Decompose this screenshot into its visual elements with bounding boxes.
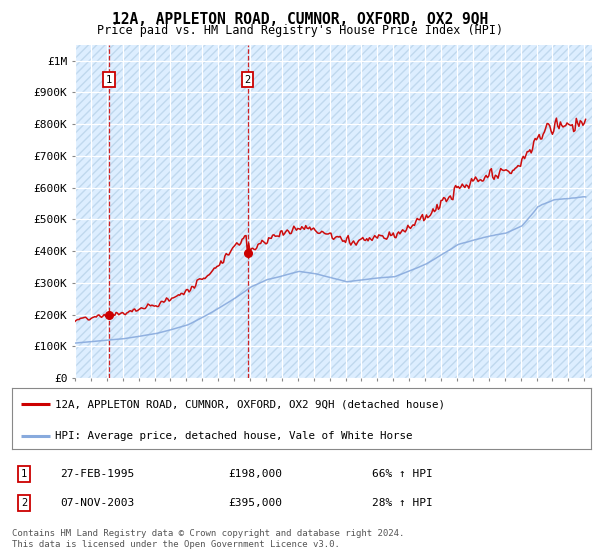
Text: HPI: Average price, detached house, Vale of White Horse: HPI: Average price, detached house, Vale… [55, 431, 413, 441]
Text: 2: 2 [245, 75, 251, 85]
Text: 27-FEB-1995: 27-FEB-1995 [60, 469, 134, 479]
Text: 28% ↑ HPI: 28% ↑ HPI [372, 498, 433, 507]
Text: 12A, APPLETON ROAD, CUMNOR, OXFORD, OX2 9QH (detached house): 12A, APPLETON ROAD, CUMNOR, OXFORD, OX2 … [55, 399, 445, 409]
Text: 1: 1 [21, 469, 27, 479]
Text: £395,000: £395,000 [228, 498, 282, 507]
Text: 66% ↑ HPI: 66% ↑ HPI [372, 469, 433, 479]
Text: 12A, APPLETON ROAD, CUMNOR, OXFORD, OX2 9QH: 12A, APPLETON ROAD, CUMNOR, OXFORD, OX2 … [112, 12, 488, 27]
Text: 2: 2 [21, 498, 27, 507]
Text: Price paid vs. HM Land Registry's House Price Index (HPI): Price paid vs. HM Land Registry's House … [97, 24, 503, 37]
Text: £198,000: £198,000 [228, 469, 282, 479]
Text: 07-NOV-2003: 07-NOV-2003 [60, 498, 134, 507]
Text: 1: 1 [106, 75, 112, 85]
Text: Contains HM Land Registry data © Crown copyright and database right 2024.
This d: Contains HM Land Registry data © Crown c… [12, 529, 404, 549]
